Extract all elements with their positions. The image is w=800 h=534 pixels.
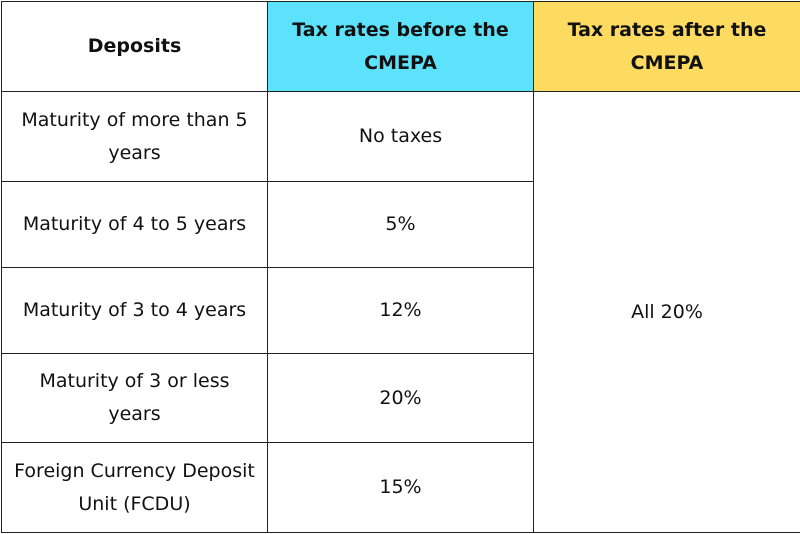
deposit-cell: Maturity of 4 to 5 years [2, 182, 268, 268]
before-rate-cell: 15% [268, 443, 534, 533]
after-rate-cell: All 20% [534, 92, 800, 533]
header-deposits: Deposits [2, 2, 268, 92]
deposit-cell: Maturity of 3 to 4 years [2, 268, 268, 354]
before-rate-cell: 20% [268, 354, 534, 443]
before-rate-cell: No taxes [268, 92, 534, 182]
before-rate-cell: 12% [268, 268, 534, 354]
deposit-cell: Foreign Currency Deposit Unit (FCDU) [2, 443, 268, 533]
deposit-cell: Maturity of 3 or less years [2, 354, 268, 443]
header-before-cmepa: Tax rates before the CMEPA [268, 2, 534, 92]
table-row: Maturity of more than 5 years No taxes A… [2, 92, 800, 182]
deposit-cell: Maturity of more than 5 years [2, 92, 268, 182]
header-row: Deposits Tax rates before the CMEPA Tax … [2, 2, 800, 92]
header-after-cmepa: Tax rates after the CMEPA [534, 2, 800, 92]
before-rate-cell: 5% [268, 182, 534, 268]
